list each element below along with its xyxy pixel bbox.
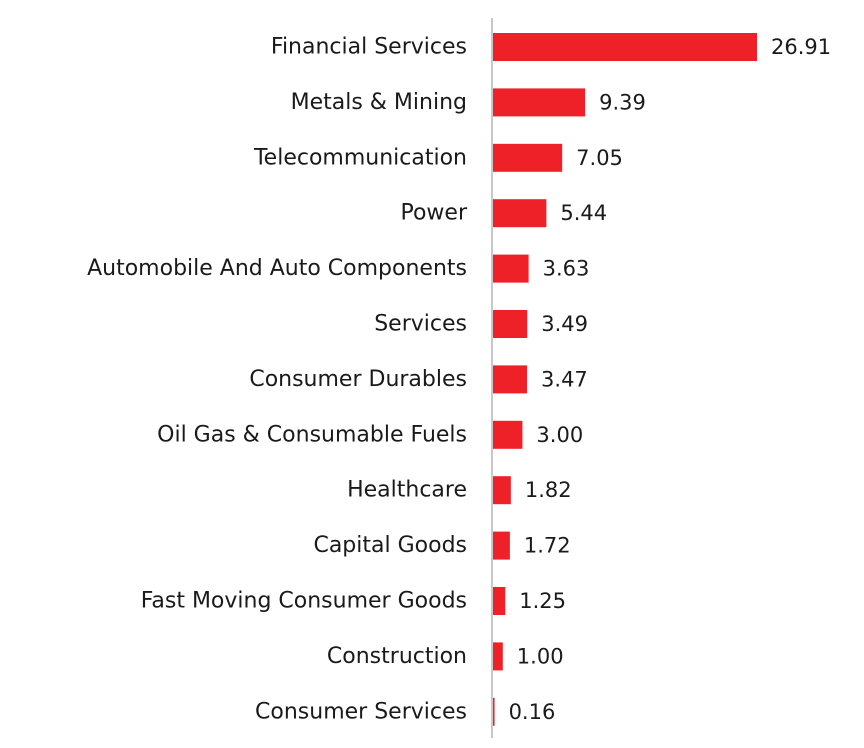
value-label: 5.44 [560,201,607,225]
bar [493,365,528,394]
bar [493,587,506,615]
bar [493,33,757,61]
bar [493,310,528,338]
category-label: Consumer Services [255,699,467,724]
value-label: 9.39 [599,90,646,114]
bar [493,642,503,671]
category-label: Consumer Durables [249,367,467,392]
value-label: 3.49 [541,312,588,336]
bar [493,697,495,726]
value-label: 1.72 [524,534,571,558]
value-label: 1.82 [525,478,572,502]
category-label: Oil Gas & Consumable Fuels [157,422,467,447]
bar [493,420,523,449]
category-label: Fast Moving Consumer Goods [141,589,467,614]
value-label: 1.00 [517,644,564,668]
bar [493,88,586,117]
category-label: Financial Services [271,35,467,60]
category-label: Services [374,312,467,337]
value-label: 1.25 [519,589,566,613]
value-label: 0.16 [509,700,556,724]
category-label: Construction [327,644,467,669]
value-label: 7.05 [576,146,623,170]
value-label: 3.63 [543,257,590,281]
category-label: Healthcare [347,478,467,503]
bar [493,254,529,283]
bar [493,143,563,172]
category-label: Metals & Mining [291,90,467,115]
bar [493,531,510,560]
bar [493,476,511,505]
bar [493,199,547,228]
value-labels-group: 26.91 9.39 7.05 5.44 3.63 3.49 3.47 3.00 1.82 1.7… [509,35,832,724]
category-label: Power [400,201,467,226]
value-label: 3.00 [536,423,583,447]
bars-group [493,33,757,726]
category-label: Capital Goods [313,533,467,558]
category-label: Automobile And Auto Components [87,256,467,281]
category-label: Telecommunication [253,145,467,170]
category-labels-group: Financial Services Metals & Mining Telecom… [87,35,468,725]
value-label: 26.91 [771,35,831,59]
value-label: 3.47 [541,367,588,391]
